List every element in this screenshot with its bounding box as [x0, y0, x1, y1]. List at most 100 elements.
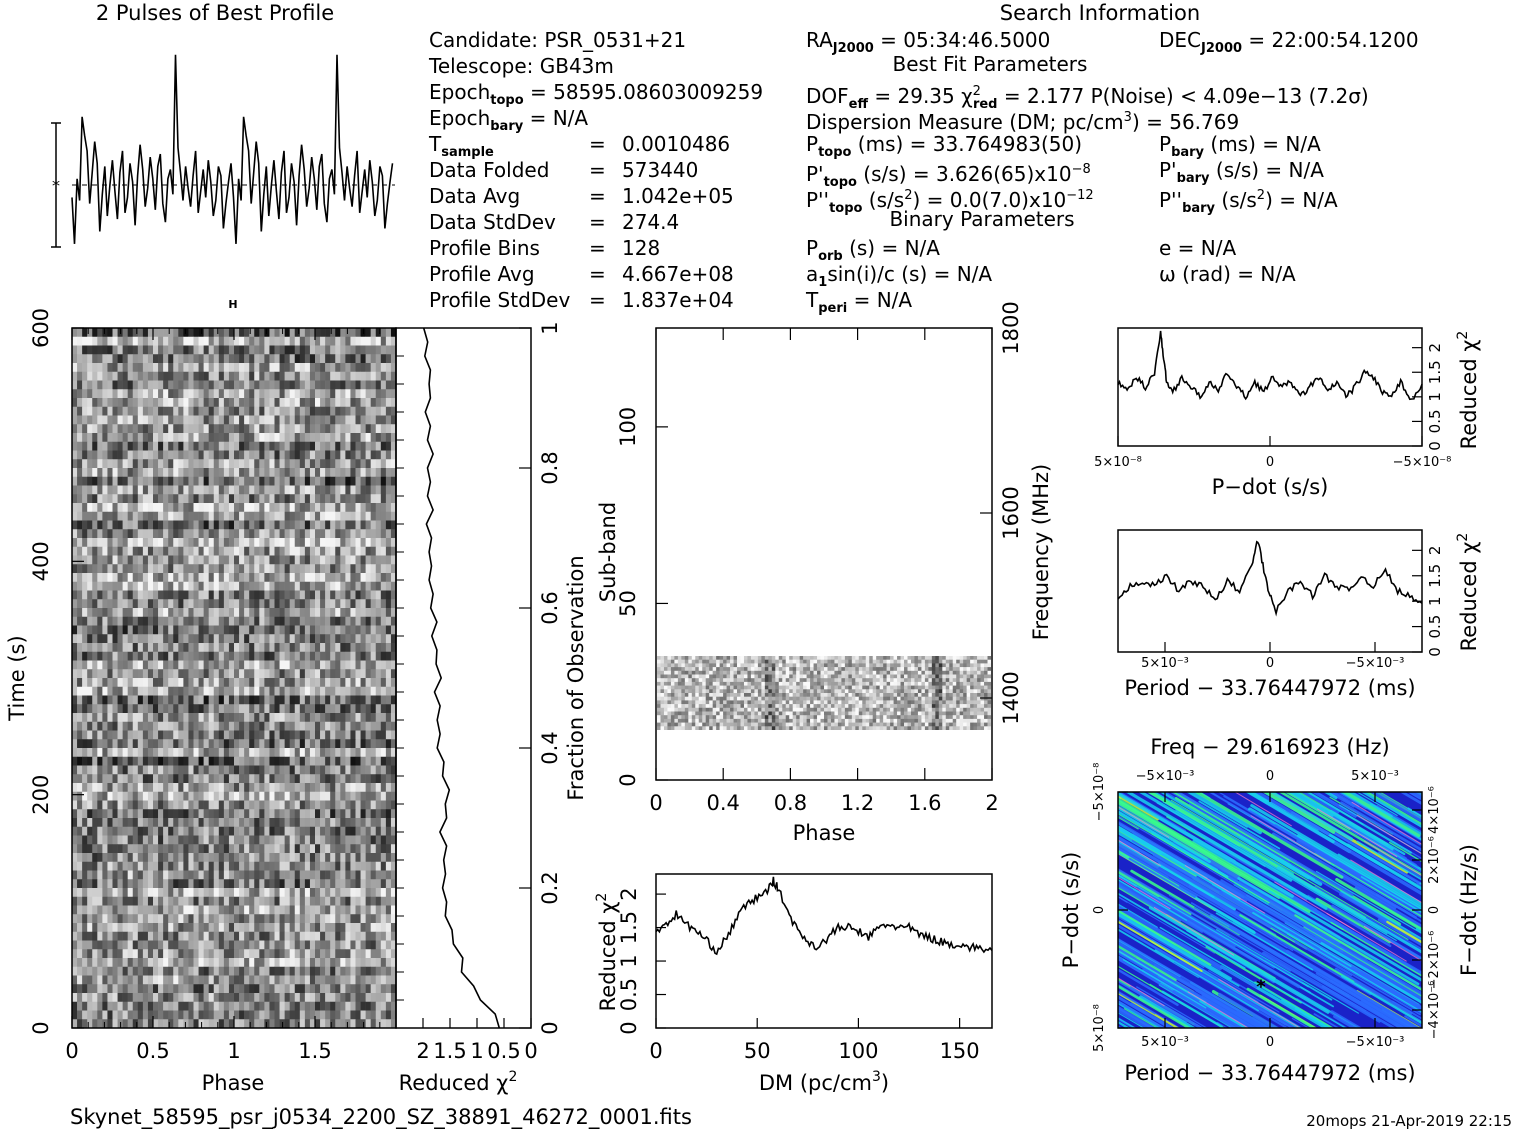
pp-y2tick: −2×10⁻⁶: [1427, 931, 1442, 990]
tp-xtick: 1.5: [298, 1039, 331, 1063]
pp-y2tick: 0: [1427, 906, 1442, 914]
pd-ytick: 2: [1426, 343, 1444, 353]
pp-ylabel: P−dot (s/s): [1059, 852, 1083, 969]
info-row-eq: =: [589, 210, 606, 234]
tp-ytick: 600: [29, 308, 53, 348]
subband-phase-plot: 0 0.4 0.8 1.2 1.6 2 0 50 100 1400 1600 1800 Phase S…: [596, 301, 1053, 845]
search-title: Search Information: [1000, 1, 1200, 25]
tchi-xlabel: Reduced χ2: [399, 1069, 518, 1095]
tp-ylabel: Time (s): [5, 635, 29, 721]
info-tsample: Tsample: [429, 132, 494, 160]
fit-tperi: Tperi = N/A: [806, 288, 913, 316]
tchi-xtick: 1: [470, 1039, 483, 1063]
fit-dm: Dispersion Measure (DM; pc/cm3) = 56.769: [806, 110, 1240, 134]
period-pdot-plot: 5×10⁻³ 0 −5×10⁻³ −5×10⁻³ 0 5×10⁻³ 5×10⁻⁸ 0 −5×10…: [1059, 735, 1481, 1085]
tchi-xtick: 0: [524, 1039, 537, 1063]
svg-text:*: *: [52, 176, 60, 195]
dm-chi2-line: [655, 876, 993, 956]
sb-ytick: 100: [616, 407, 640, 447]
profile-line: [71, 54, 394, 244]
sb-xlabel: Phase: [793, 821, 856, 845]
dm-ylabel: Reduced χ2: [594, 893, 620, 1012]
pr-ytick: 1.5: [1426, 564, 1444, 588]
fit-pddtopo: P''topo (s/s2) = 0.0(7.0)x10−12: [806, 188, 1094, 216]
dm-xtick: 100: [838, 1039, 878, 1063]
tchi-xtick: 0.5: [487, 1039, 520, 1063]
binary-title: Binary Parameters: [889, 207, 1074, 231]
fit-porb: Porb (s) = N/A: [806, 236, 940, 264]
best-fit-marker: *: [1256, 977, 1266, 998]
tchi-xtick: 2: [416, 1039, 429, 1063]
pp-y2tick: −4×10⁻⁶: [1427, 981, 1442, 1040]
sb-xtick: 0.4: [706, 791, 739, 815]
pdot-chi2-line: [1117, 330, 1423, 401]
footer-stamp: 20mops 21-Apr-2019 22:15: [1306, 1112, 1512, 1130]
time-chi2-plot: 2 1.5 1 0.5 000.20.40.60.81 Reduced χ2 Fract…: [395, 321, 588, 1095]
tchi-y2tick: 0: [538, 1021, 562, 1034]
pd-ytick: 1: [1426, 392, 1444, 402]
tp-xlabel: Phase: [202, 1071, 265, 1095]
sb-y2tick: 1600: [999, 486, 1023, 539]
info-row-value: 128: [622, 236, 661, 260]
dm-ytick: 1: [617, 954, 641, 967]
tp-xtick: 1: [227, 1039, 240, 1063]
sb-ytick: 0: [616, 773, 640, 786]
pd-ytick: 1.5: [1426, 360, 1444, 384]
sb-y2label: Frequency (MHz): [1029, 464, 1053, 640]
pp-ytick: −5×10⁻⁸: [1092, 763, 1107, 822]
info-row-eq: =: [589, 184, 606, 208]
info-tsample-val: 0.0010486: [622, 132, 731, 156]
info-row-value: 1.042e+05: [622, 184, 734, 208]
sb-xtick: 0: [649, 791, 662, 815]
info-telescope: Telescope: GB43m: [429, 54, 614, 78]
pp-ytick: 5×10⁻⁸: [1092, 1004, 1107, 1052]
info-epoch-bary: Epochbary = N/A: [429, 106, 589, 134]
fit-pddbary: P''bary (s/s2) = N/A: [1159, 188, 1338, 216]
info-tsample-eq: =: [589, 132, 606, 156]
pd-xtick: 0: [1266, 455, 1274, 470]
info-row-label: Data StdDev: [429, 210, 556, 234]
pp-xtick: 5×10⁻³: [1141, 1035, 1189, 1050]
pr-ytick: 0.5: [1426, 615, 1444, 639]
info-row-value: 573440: [622, 158, 699, 182]
tchi-y2tick: 0.8: [538, 451, 562, 484]
dm-xtick: 0: [649, 1039, 662, 1063]
tchi-y2label: Fraction of Observation: [564, 555, 588, 800]
sb-xtick: 1.6: [908, 791, 941, 815]
tp-ytick: 400: [29, 541, 53, 581]
tp-xtick: 0: [65, 1039, 78, 1063]
pd-xtick: −5×10⁻⁸: [1393, 455, 1452, 470]
info-row-label: Profile Bins: [429, 236, 540, 260]
tchi-y2tick: 1: [538, 321, 562, 334]
info-row-label: Data Folded: [429, 158, 550, 182]
tp-xtick: 0.5: [136, 1039, 169, 1063]
pp-x2tick: 5×10⁻³: [1351, 769, 1399, 784]
pp-xtick: −5×10⁻³: [1346, 1035, 1405, 1050]
tchi-y2tick: 0.2: [538, 871, 562, 904]
tp-ytick: 200: [29, 775, 53, 815]
info-row-label: Data Avg: [429, 184, 521, 208]
info-row-label: Profile StdDev: [429, 288, 571, 312]
fit-a1: a1sin(i)/c (s) = N/A: [806, 262, 993, 290]
phase-marker: H: [228, 298, 237, 311]
fit-pdtopo: P'topo (s/s) = 3.626(65)x10−8: [806, 162, 1091, 190]
dm-ytick: 2: [617, 887, 641, 900]
dm-xlabel: DM (pc/cm3): [759, 1069, 889, 1095]
info-row-label: Profile Avg: [429, 262, 535, 286]
pr-xtick: 5×10⁻³: [1141, 656, 1189, 671]
sb-y2tick: 1800: [999, 301, 1023, 354]
period-chi2-plot: 5×10⁻³ 0 −5×10⁻³ 0 0.5 1 1.5 2 Period − 33.7644…: [1117, 529, 1481, 700]
fit-dec: DECJ2000 = 22:00:54.1200: [1159, 28, 1419, 56]
dm-xtick: 150: [940, 1039, 980, 1063]
sb-ylabel: Sub-band: [596, 502, 620, 602]
pp-ytick: 0: [1092, 906, 1107, 914]
pp-xtick: 0: [1266, 1035, 1274, 1050]
info-row-eq: =: [589, 236, 606, 260]
pp-title: Freq − 29.616923 (Hz): [1150, 735, 1389, 759]
footer-filename: Skynet_58595_psr_j0534_2200_SZ_38891_462…: [70, 1105, 692, 1130]
pd-ylabel: Reduced χ2: [1455, 331, 1481, 450]
fit-omega: ω (rad) = N/A: [1159, 262, 1296, 286]
info-row-eq: =: [589, 288, 606, 312]
fit-ra: RAJ2000 = 05:34:46.5000: [806, 28, 1051, 56]
